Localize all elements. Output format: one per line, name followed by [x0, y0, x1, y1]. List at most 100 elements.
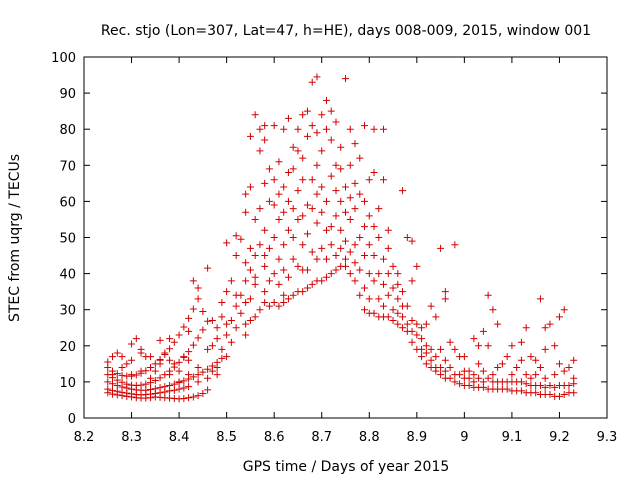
data-point-plus-marker — [185, 371, 193, 379]
data-point-plus-marker — [132, 335, 140, 343]
data-point-plus-marker — [161, 349, 169, 357]
data-point-plus-marker — [327, 136, 335, 144]
data-point-plus-marker — [251, 215, 259, 223]
data-point-plus-marker — [218, 298, 226, 306]
data-point-plus-marker — [303, 284, 311, 292]
data-point-plus-marker — [418, 335, 426, 343]
data-point-plus-marker — [322, 226, 330, 234]
data-point-plus-marker — [299, 111, 307, 119]
data-point-plus-marker — [180, 353, 188, 361]
data-point-plus-marker — [151, 367, 159, 375]
data-point-plus-marker — [551, 371, 559, 379]
data-point-plus-marker — [413, 320, 421, 328]
data-point-plus-marker — [508, 371, 516, 379]
data-point-plus-marker — [294, 215, 302, 223]
data-point-plus-marker — [446, 363, 454, 371]
data-point-plus-marker — [299, 154, 307, 162]
data-point-plus-marker — [185, 348, 193, 356]
data-point-plus-marker — [365, 241, 373, 249]
data-point-plus-marker — [113, 376, 121, 384]
data-point-plus-marker — [284, 169, 292, 177]
data-point-plus-marker — [517, 378, 525, 386]
data-point-plus-marker — [208, 317, 216, 325]
data-point-plus-marker — [289, 234, 297, 241]
data-point-plus-marker — [570, 374, 578, 382]
data-point-plus-marker — [189, 393, 197, 401]
data-point-plus-marker — [551, 342, 559, 350]
data-point-plus-marker — [380, 255, 388, 263]
data-point-plus-marker — [246, 266, 254, 274]
data-point-plus-marker — [465, 382, 473, 390]
data-point-plus-marker — [194, 371, 202, 379]
data-point-plus-marker — [465, 374, 473, 382]
data-point-plus-marker — [313, 161, 321, 169]
data-point-plus-marker — [370, 125, 378, 133]
data-point-plus-marker — [484, 291, 492, 299]
data-point-plus-marker — [484, 374, 492, 382]
data-point-plus-marker — [265, 165, 273, 173]
data-point-plus-marker — [441, 295, 449, 303]
data-point-plus-marker — [479, 367, 487, 375]
data-point-plus-marker — [389, 306, 397, 314]
data-point-plus-marker — [365, 270, 373, 278]
data-point-plus-marker — [337, 143, 345, 151]
data-point-plus-marker — [256, 147, 264, 155]
data-point-plus-marker — [227, 338, 235, 346]
data-point-plus-marker — [517, 387, 525, 395]
data-point-plus-marker — [342, 255, 349, 263]
data-point-plus-marker — [389, 284, 397, 292]
data-point-plus-marker — [242, 190, 250, 198]
data-point-plus-marker — [223, 353, 231, 361]
data-point-plus-marker — [213, 324, 221, 332]
data-point-plus-marker — [327, 241, 335, 249]
data-point-plus-marker — [242, 320, 250, 328]
data-point-plus-marker — [370, 223, 378, 231]
data-point-plus-marker — [555, 360, 563, 368]
data-point-plus-marker — [223, 320, 231, 328]
data-point-plus-marker — [456, 380, 464, 388]
data-point-plus-marker — [156, 360, 164, 368]
data-point-plus-marker — [361, 252, 369, 260]
data-point-plus-marker — [137, 381, 145, 389]
x-axis-tick-labels: 8.2 8.3 8.4 8.5 8.6 8.7 8.8 8.9 9 9.1 9.2 9.3 — [74, 430, 618, 445]
data-point-plus-marker — [289, 291, 297, 299]
data-point-plus-marker — [541, 374, 549, 382]
data-point-plus-marker — [389, 317, 397, 325]
data-point-plus-marker — [351, 277, 359, 285]
y-tick-label: 70 — [59, 159, 76, 174]
data-point-plus-marker — [489, 306, 497, 314]
data-point-plus-marker — [189, 305, 197, 313]
data-point-plus-marker — [147, 385, 155, 393]
data-point-plus-marker — [503, 353, 511, 361]
data-point-plus-marker — [251, 273, 259, 281]
data-point-plus-marker — [446, 338, 454, 346]
x-tick-label: 8.2 — [74, 430, 95, 445]
data-point-plus-marker — [213, 371, 221, 379]
data-point-plus-marker — [194, 334, 202, 342]
data-points — [104, 73, 578, 403]
data-point-plus-marker — [351, 140, 359, 148]
data-point-plus-marker — [370, 169, 378, 177]
data-point-plus-marker — [194, 363, 202, 371]
data-point-plus-marker — [356, 190, 364, 198]
data-point-plus-marker — [508, 342, 516, 350]
data-point-plus-marker — [265, 244, 273, 252]
data-point-plus-marker — [199, 308, 207, 316]
data-point-plus-marker — [156, 384, 164, 392]
data-point-plus-marker — [104, 385, 112, 393]
data-point-plus-marker — [299, 176, 307, 184]
data-point-plus-marker — [265, 277, 273, 285]
data-point-plus-marker — [128, 340, 136, 348]
data-point-plus-marker — [313, 73, 321, 81]
data-point-plus-marker — [308, 176, 316, 184]
data-point-plus-marker — [275, 255, 283, 263]
data-point-plus-marker — [489, 371, 497, 379]
data-point-plus-marker — [470, 371, 478, 379]
data-point-plus-marker — [147, 374, 155, 382]
data-point-plus-marker — [551, 383, 559, 391]
data-point-plus-marker — [242, 208, 250, 216]
data-point-plus-marker — [370, 252, 378, 260]
data-point-plus-marker — [308, 248, 316, 256]
y-tick-label: 0 — [68, 412, 76, 427]
